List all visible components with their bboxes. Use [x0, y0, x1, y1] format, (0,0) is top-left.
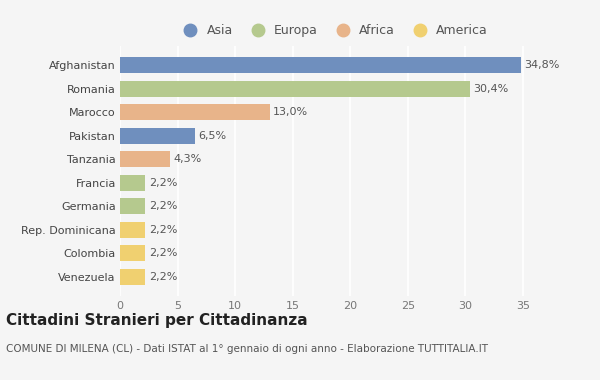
- Text: 2,2%: 2,2%: [149, 249, 177, 258]
- Bar: [120, 128, 195, 144]
- Text: 2,2%: 2,2%: [149, 272, 177, 282]
- Text: 2,2%: 2,2%: [149, 201, 177, 211]
- Bar: [120, 269, 145, 285]
- Text: 2,2%: 2,2%: [149, 178, 177, 188]
- Bar: [120, 222, 145, 238]
- Text: Cittadini Stranieri per Cittadinanza: Cittadini Stranieri per Cittadinanza: [6, 314, 308, 328]
- Text: 34,8%: 34,8%: [524, 60, 559, 70]
- Text: 2,2%: 2,2%: [149, 225, 177, 235]
- Legend: Asia, Europa, Africa, America: Asia, Europa, Africa, America: [173, 19, 493, 42]
- Text: 13,0%: 13,0%: [273, 107, 308, 117]
- Bar: [120, 151, 170, 167]
- Bar: [120, 57, 521, 73]
- Bar: [120, 81, 470, 97]
- Text: COMUNE DI MILENA (CL) - Dati ISTAT al 1° gennaio di ogni anno - Elaborazione TUT: COMUNE DI MILENA (CL) - Dati ISTAT al 1°…: [6, 344, 488, 354]
- Text: 6,5%: 6,5%: [198, 131, 226, 141]
- Bar: [120, 175, 145, 191]
- Bar: [120, 245, 145, 261]
- Bar: [120, 198, 145, 214]
- Bar: [120, 104, 269, 120]
- Text: 30,4%: 30,4%: [473, 84, 509, 93]
- Text: 4,3%: 4,3%: [173, 154, 201, 164]
